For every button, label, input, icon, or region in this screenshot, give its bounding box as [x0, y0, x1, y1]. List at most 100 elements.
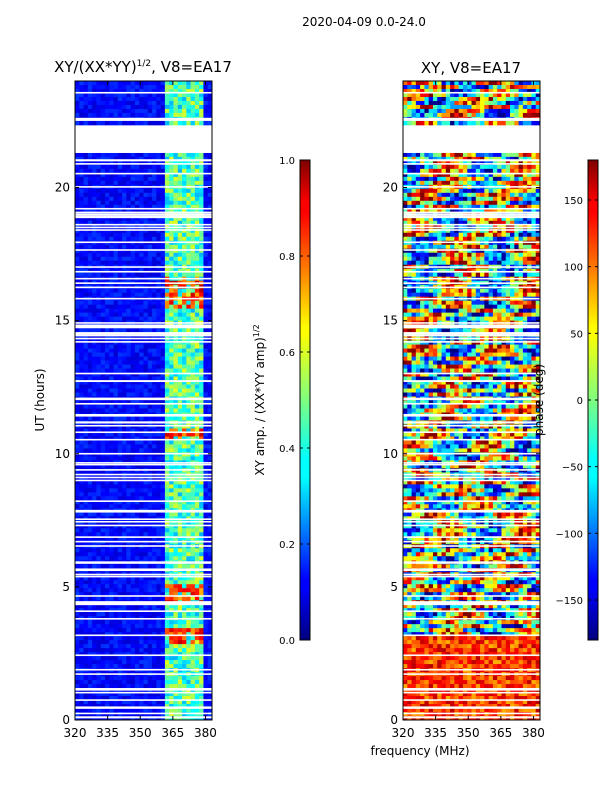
- left-heatmap-cell: [100, 504, 106, 509]
- left-heatmap-cell: [117, 444, 123, 449]
- left-heatmap-cell: [207, 660, 212, 665]
- left-heatmap-cell: [177, 120, 183, 126]
- left-heatmap-cell: [190, 176, 196, 182]
- left-heatmap-cell: [194, 664, 200, 669]
- left-heatmap-cell: [130, 172, 136, 178]
- left-heatmap-cell: [152, 372, 157, 377]
- left-heatmap-cell: [169, 532, 174, 537]
- left-heatmap-cell: [139, 108, 144, 114]
- left-heatmap-cell: [160, 436, 166, 441]
- left-heatmap-cell: [190, 156, 196, 162]
- left-heatmap-cell: [177, 696, 183, 701]
- left-heatmap: [75, 81, 212, 720]
- left-heatmap-cell: [83, 448, 89, 453]
- left-heatmap-cell: [203, 588, 209, 593]
- left-heatmap-cell: [100, 300, 106, 306]
- left-heatmap-cell: [190, 228, 196, 234]
- left-heatmap-cell: [87, 388, 93, 393]
- left-heatmap-cell: [117, 248, 123, 254]
- left-heatmap-cell: [194, 524, 200, 529]
- left-heatmap-cell: [207, 496, 212, 501]
- left-heatmap-cell: [87, 696, 93, 701]
- left-heatmap-cell: [96, 81, 102, 86]
- left-heatmap-cell: [177, 704, 183, 709]
- left-heatmap-cell: [160, 392, 166, 397]
- left-heatmap-cell: [122, 376, 127, 381]
- left-heatmap-cell: [199, 152, 204, 158]
- left-heatmap-cell: [117, 380, 123, 385]
- left-heatmap-cell: [134, 532, 140, 537]
- left-heatmap-cell: [75, 496, 80, 501]
- left-heatmap-cell: [190, 292, 196, 298]
- left-heatmap-cell: [194, 300, 200, 306]
- left-heatmap-cell: [190, 204, 196, 210]
- left-heatmap-cell: [100, 88, 106, 94]
- left-heatmap-cell: [160, 156, 166, 162]
- left-heatmap-cell: [104, 692, 110, 697]
- left-heatmap-cell: [134, 388, 140, 393]
- left-heatmap-cell: [190, 648, 196, 653]
- left-heatmap-cell: [207, 556, 212, 561]
- left-heatmap-cell: [122, 540, 127, 545]
- left-heatmap-cell: [186, 88, 191, 94]
- left-heatmap-cell: [194, 316, 200, 322]
- left-heatmap-cell: [156, 580, 162, 585]
- left-heatmap-cell: [83, 416, 89, 421]
- left-heatmap-cell: [207, 348, 212, 353]
- left-heatmap-cell: [83, 176, 89, 182]
- left-heatmap-cell: [164, 256, 170, 262]
- left-heatmap-cell: [75, 244, 80, 250]
- left-heatmap-cell: [190, 528, 196, 533]
- left-heatmap-cell: [79, 628, 84, 633]
- left-heatmap-cell: [156, 548, 162, 553]
- left-heatmap-cell: [83, 444, 89, 449]
- left-heatmap-cell: [117, 612, 123, 617]
- left-heatmap-cell: [164, 204, 170, 210]
- left-heatmap-cell: [104, 352, 110, 357]
- left-heatmap-cell: [182, 392, 187, 397]
- left-heatmap-cell: [194, 268, 200, 274]
- left-heatmap-cell: [169, 356, 174, 361]
- left-heatmap-cell: [199, 696, 204, 701]
- left-heatmap-cell: [177, 500, 183, 505]
- left-heatmap-cell: [177, 464, 183, 469]
- left-heatmap-cell: [186, 364, 191, 369]
- left-heatmap-cell: [177, 228, 183, 234]
- left-heatmap-cell: [113, 228, 119, 234]
- left-heatmap-cell: [113, 692, 119, 697]
- left-heatmap-cell: [194, 424, 200, 429]
- left-heatmap-cell: [109, 400, 114, 405]
- left-heatmap-cell: [143, 192, 149, 198]
- left-heatmap-cell: [139, 308, 144, 314]
- left-heatmap-cell: [173, 288, 179, 294]
- left-heatmap-cell: [117, 160, 123, 166]
- left-heatmap-cell: [147, 164, 153, 170]
- left-heatmap-cell: [100, 376, 106, 381]
- left-heatmap-cell: [190, 624, 196, 629]
- left-heatmap-cell: [109, 540, 114, 545]
- left-heatmap-cell: [147, 604, 153, 609]
- left-heatmap-cell: [104, 180, 110, 186]
- left-heatmap-cell: [96, 476, 102, 481]
- left-heatmap-cell: [104, 492, 110, 497]
- left-heatmap-cell: [117, 232, 123, 238]
- left-heatmap-cell: [186, 488, 191, 493]
- left-heatmap-cell: [186, 640, 191, 645]
- left-heatmap-cell: [207, 528, 212, 533]
- left-heatmap-cell: [169, 648, 174, 653]
- left-heatmap-cell: [182, 504, 187, 509]
- left-heatmap-cell: [134, 160, 140, 166]
- left-heatmap-cell: [83, 380, 89, 385]
- left-heatmap-cell: [79, 404, 84, 409]
- left-heatmap-cell: [160, 592, 166, 597]
- left-heatmap-cell: [177, 680, 183, 685]
- left-heatmap-cell: [109, 416, 114, 421]
- left-heatmap-cell: [186, 444, 191, 449]
- left-heatmap-cell: [134, 512, 140, 517]
- left-heatmap-cell: [79, 684, 84, 689]
- left-heatmap-cell: [122, 344, 127, 349]
- left-heatmap-cell: [186, 228, 191, 234]
- left-heatmap-cell: [83, 456, 89, 461]
- left-heatmap-cell: [186, 180, 191, 186]
- left-heatmap-cell: [79, 500, 84, 505]
